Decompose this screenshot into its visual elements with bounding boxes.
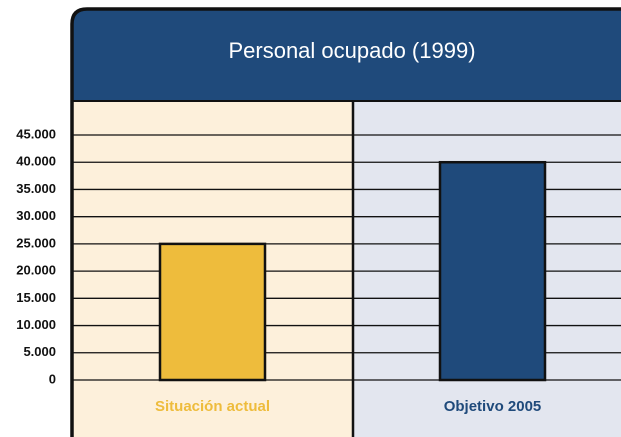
y-tick-label: 30.000 [16,208,56,223]
header [72,9,621,101]
x-tick-label: Situación actual [155,398,270,415]
y-tick-label: 10.000 [16,317,56,332]
y-tick-label: 5.000 [23,344,56,359]
y-tick-label: 25.000 [16,235,56,250]
x-tick-label: Objetivo 2005 [444,398,542,415]
y-tick-label: 35.000 [16,181,56,196]
y-tick-label: 20.000 [16,263,56,278]
y-tick-label: 45.000 [16,126,56,141]
bar [438,160,547,382]
y-tick-label: 15.000 [16,290,56,305]
bar [158,242,267,382]
y-tick-label: 0 [49,371,56,386]
y-tick-label: 40.000 [16,154,56,169]
frame [70,7,621,437]
chart-title: Personal ocupado (1999) [228,38,475,63]
